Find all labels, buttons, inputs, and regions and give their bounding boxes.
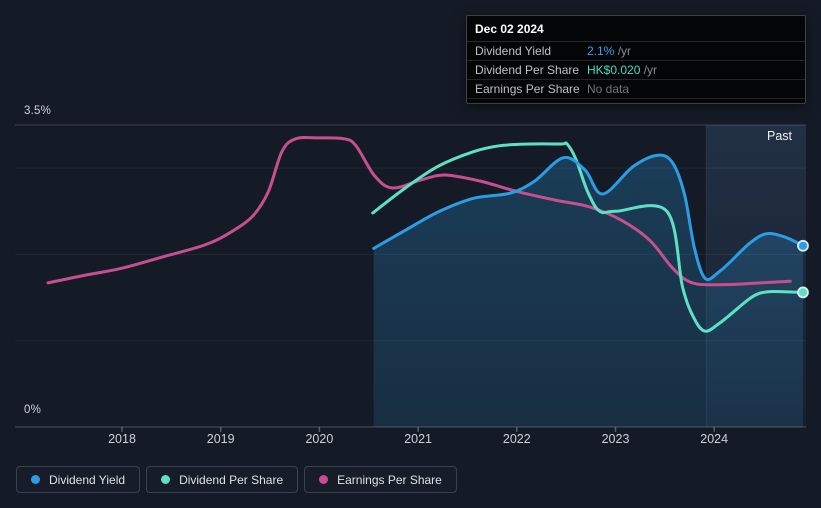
legend-label: Dividend Yield bbox=[49, 472, 126, 487]
series-line-earnings-per-share bbox=[46, 135, 792, 287]
tooltip-row-dividend-per-share: Dividend Per Share HK$0.020 /yr bbox=[467, 61, 805, 80]
x-tick-label: 2024 bbox=[700, 432, 728, 446]
tooltip-label: Dividend Per Share bbox=[475, 63, 580, 77]
legend-item-dividend-per-share[interactable]: Dividend Per Share bbox=[146, 466, 299, 493]
chart-tooltip: Dec 02 2024 Dividend Yield 2.1% /yr Divi… bbox=[466, 15, 806, 104]
series-end-marker-dividend-per-share[interactable] bbox=[797, 286, 809, 299]
tooltip-label: Earnings Per Share bbox=[475, 82, 580, 96]
tooltip-value: 2.1% /yr bbox=[587, 44, 632, 58]
tooltip-label: Dividend Yield bbox=[475, 44, 552, 58]
series-line-dividend-per-share bbox=[371, 141, 805, 333]
legend-dot bbox=[319, 475, 329, 484]
x-tick-label: 2018 bbox=[108, 432, 136, 446]
dividend-yield-area bbox=[373, 155, 803, 427]
tooltip-value: No data bbox=[587, 82, 630, 96]
tooltip-date: Dec 02 2024 bbox=[467, 16, 805, 42]
x-tick-label: 2020 bbox=[305, 432, 333, 446]
y-axis-bottom-label: 0% bbox=[24, 404, 42, 416]
x-tick-label: 2019 bbox=[207, 432, 235, 446]
legend-label: Dividend Per Share bbox=[179, 472, 284, 487]
chart-plot-area[interactable]: 2018 2019 2020 2021 2022 2023 2024 bbox=[0, 0, 821, 455]
chart-legend: Dividend Yield Dividend Per Share Earnin… bbox=[16, 466, 457, 493]
past-region-label: Past bbox=[767, 129, 793, 143]
tooltip-row-earnings-per-share: Earnings Per Share No data bbox=[467, 80, 805, 99]
legend-item-dividend-yield[interactable]: Dividend Yield bbox=[16, 466, 141, 493]
tooltip-row-dividend-yield: Dividend Yield 2.1% /yr bbox=[467, 42, 805, 61]
legend-dot bbox=[161, 475, 171, 484]
series-line-dividend-yield bbox=[372, 153, 805, 282]
legend-dot bbox=[31, 475, 40, 484]
x-tick-label: 2023 bbox=[602, 432, 630, 446]
legend-label: Earnings Per Share bbox=[337, 472, 442, 487]
tooltip-value: HK$0.020 /yr bbox=[587, 63, 658, 77]
series-end-marker-dividend-yield[interactable] bbox=[797, 239, 809, 252]
y-axis-top-label: 3.5% bbox=[24, 105, 52, 117]
x-tick-label: 2021 bbox=[404, 432, 432, 446]
legend-item-earnings-per-share[interactable]: Earnings Per Share bbox=[304, 466, 457, 493]
x-tick-label: 2022 bbox=[503, 432, 531, 446]
